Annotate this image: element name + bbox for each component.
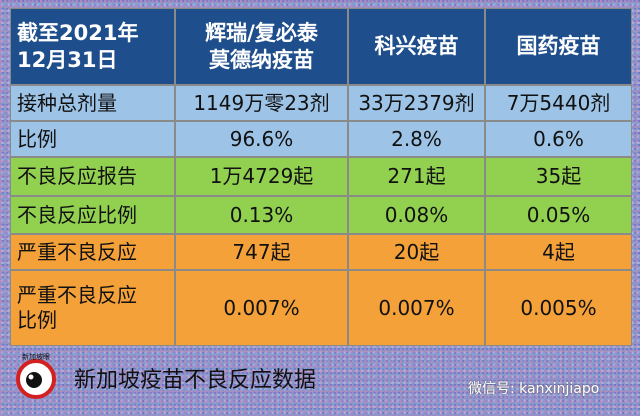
- cell-text: 不良反应报告: [17, 164, 137, 188]
- cell-text: 0.08%: [384, 202, 449, 227]
- table-cell: 35起: [485, 157, 632, 196]
- table-cell: 0.05%: [485, 196, 632, 234]
- header-cell: 国药疫苗: [485, 8, 632, 85]
- cell-text: 不良反应比例: [17, 202, 137, 227]
- cell-text: 0.6%: [533, 126, 584, 151]
- cell-text: 辉瑞/复必泰: [205, 21, 318, 46]
- logo: 新加坡眼: [16, 352, 56, 399]
- table-cell: 不良反应比例: [10, 196, 175, 234]
- header-cell: 科兴疫苗: [348, 8, 485, 85]
- cell-text: 比例: [17, 308, 57, 332]
- header-cell: 辉瑞/复必泰 莫德纳疫苗: [175, 8, 348, 85]
- table-cell: 0.007%: [348, 270, 485, 346]
- table-cell: 0.005%: [485, 270, 632, 346]
- table-cell: 0.6%: [485, 121, 632, 157]
- cell-text: 96.6%: [229, 126, 294, 151]
- table-cell: 20起: [348, 234, 485, 270]
- cell-text: 比例: [17, 126, 57, 151]
- header-cell: 截至2021年 12月31日: [10, 8, 175, 85]
- caption: 新加坡疫苗不良反应数据: [74, 368, 317, 393]
- cell-text: 4起: [542, 239, 575, 264]
- table-cell: 1万4729起: [175, 157, 348, 196]
- cell-text: 33万2379剂: [358, 90, 475, 115]
- cell-text: 0.005%: [520, 295, 597, 320]
- table-cell: 不良反应报告: [10, 157, 175, 196]
- cell-text: 747起: [232, 239, 291, 264]
- cell-text: 12月31日: [17, 47, 118, 72]
- cell-text: 1万4729起: [209, 164, 314, 188]
- cell-text: 1149万零23剂: [193, 90, 330, 115]
- table-cell: 747起: [175, 234, 348, 270]
- logo-eye: [26, 372, 42, 388]
- watermark: 微信号: kanxinjiapo: [468, 381, 600, 397]
- cell-text: 271起: [387, 164, 446, 188]
- table-cell: 33万2379剂: [348, 85, 485, 121]
- table-cell: 比例: [10, 121, 175, 157]
- cell-text: 截至2021年: [17, 21, 139, 46]
- table-cell: 严重不良反应 比例: [10, 270, 175, 346]
- cell-text: 7万5440剂: [506, 90, 611, 115]
- cell-text: 国药疫苗: [516, 34, 601, 59]
- logo-text: 新加坡眼: [22, 352, 50, 361]
- cell-text: 莫德纳疫苗: [209, 47, 314, 72]
- table-cell: 接种总剂量: [10, 85, 175, 121]
- table-cell: 7万5440剂: [485, 85, 632, 121]
- table-cell: 0.08%: [348, 196, 485, 234]
- table-cell: 4起: [485, 234, 632, 270]
- table-cell: 0.007%: [175, 270, 348, 346]
- table-cell: 1149万零23剂: [175, 85, 348, 121]
- cell-text: 接种总剂量: [17, 90, 117, 115]
- cell-text: 2.8%: [391, 126, 442, 151]
- cell-text: 0.05%: [526, 202, 591, 227]
- table-cell: 96.6%: [175, 121, 348, 157]
- cell-text: 严重不良反应: [17, 283, 137, 307]
- cell-text: 0.007%: [223, 295, 300, 320]
- logo-glint: [28, 374, 34, 380]
- cell-text: 0.13%: [229, 202, 294, 227]
- cell-text: 20起: [393, 239, 440, 264]
- data-table: 截至2021年 12月31日 辉瑞/复必泰 莫德纳疫苗 科兴疫苗 国药疫苗 接种总剂量 114…: [10, 8, 632, 346]
- cell-text: 科兴疫苗: [374, 34, 459, 59]
- table-cell: 2.8%: [348, 121, 485, 157]
- table-cell: 271起: [348, 157, 485, 196]
- cell-text: 0.007%: [378, 295, 455, 320]
- cell-text: 严重不良反应: [17, 239, 137, 264]
- table-cell: 严重不良反应: [10, 234, 175, 270]
- cell-text: 35起: [535, 164, 582, 188]
- table-cell: 0.13%: [175, 196, 348, 234]
